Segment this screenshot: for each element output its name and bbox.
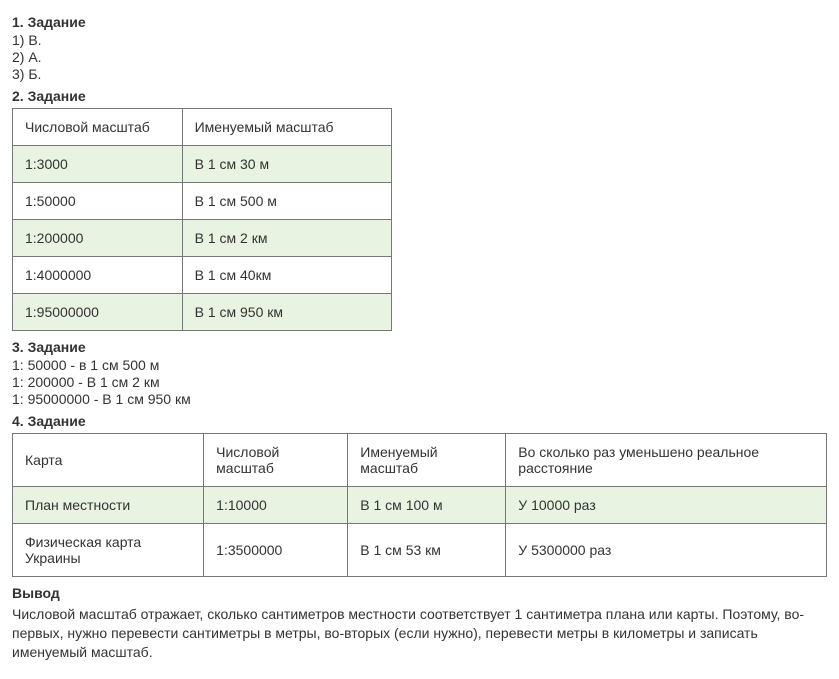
table-header-cell: Числовой масштаб <box>204 434 348 487</box>
table-cell: В 1 см 500 м <box>182 183 391 220</box>
table-cell: 1:50000 <box>13 183 183 220</box>
table-cell: 1:3500000 <box>204 524 348 577</box>
task2-table: Числовой масштаб Именуемый масштаб 1:300… <box>12 108 392 331</box>
table-cell: Физическая карта Украины <box>13 524 204 577</box>
task4-table: Карта Числовой масштаб Именуемый масштаб… <box>12 433 827 577</box>
task3-title: 3. Задание <box>12 339 827 355</box>
table-row: 1:50000 В 1 см 500 м <box>13 183 392 220</box>
table-header-cell: Числовой масштаб <box>13 109 183 146</box>
table-header-cell: Карта <box>13 434 204 487</box>
task3-line: 1: 50000 - в 1 см 500 м <box>12 357 827 373</box>
table-cell: В 1 см 30 м <box>182 146 391 183</box>
table-row: 1:95000000 В 1 см 950 км <box>13 294 392 331</box>
table-cell: 1:95000000 <box>13 294 183 331</box>
task2-title: 2. Задание <box>12 88 827 104</box>
table-header-cell: Во сколько раз уменьшено реальное рассто… <box>506 434 827 487</box>
table-cell: В 1 см 53 км <box>348 524 506 577</box>
table-row: 1:3000 В 1 см 30 м <box>13 146 392 183</box>
table-cell: 1:4000000 <box>13 257 183 294</box>
task4-title: 4. Задание <box>12 413 827 429</box>
table-cell: 1:10000 <box>204 487 348 524</box>
table-cell: В 1 см 100 м <box>348 487 506 524</box>
table-cell: У 10000 раз <box>506 487 827 524</box>
conclusion-title: Вывод <box>12 585 827 601</box>
table-header-row: Числовой масштаб Именуемый масштаб <box>13 109 392 146</box>
task1-title: 1. Задание <box>12 14 827 30</box>
table-cell: 1:200000 <box>13 220 183 257</box>
conclusion-text: Числовой масштаб отражает, сколько санти… <box>12 605 827 662</box>
table-row: Физическая карта Украины 1:3500000 В 1 с… <box>13 524 827 577</box>
task1-item: 3) Б. <box>12 66 827 82</box>
table-cell: В 1 см 2 км <box>182 220 391 257</box>
task1-item: 2) А. <box>12 49 827 65</box>
table-header-cell: Именуемый масштаб <box>348 434 506 487</box>
table-row: План местности 1:10000 В 1 см 100 м У 10… <box>13 487 827 524</box>
table-cell: 1:3000 <box>13 146 183 183</box>
table-cell: В 1 см 950 км <box>182 294 391 331</box>
table-row: 1:200000 В 1 см 2 км <box>13 220 392 257</box>
task3-line: 1: 95000000 - В 1 см 950 км <box>12 391 827 407</box>
table-cell: У 5300000 раз <box>506 524 827 577</box>
task3-line: 1: 200000 - В 1 см 2 км <box>12 374 827 390</box>
table-header-row: Карта Числовой масштаб Именуемый масштаб… <box>13 434 827 487</box>
table-cell: План местности <box>13 487 204 524</box>
table-cell: В 1 см 40км <box>182 257 391 294</box>
table-row: 1:4000000 В 1 см 40км <box>13 257 392 294</box>
task1-item: 1) В. <box>12 32 827 48</box>
table-header-cell: Именуемый масштаб <box>182 109 391 146</box>
